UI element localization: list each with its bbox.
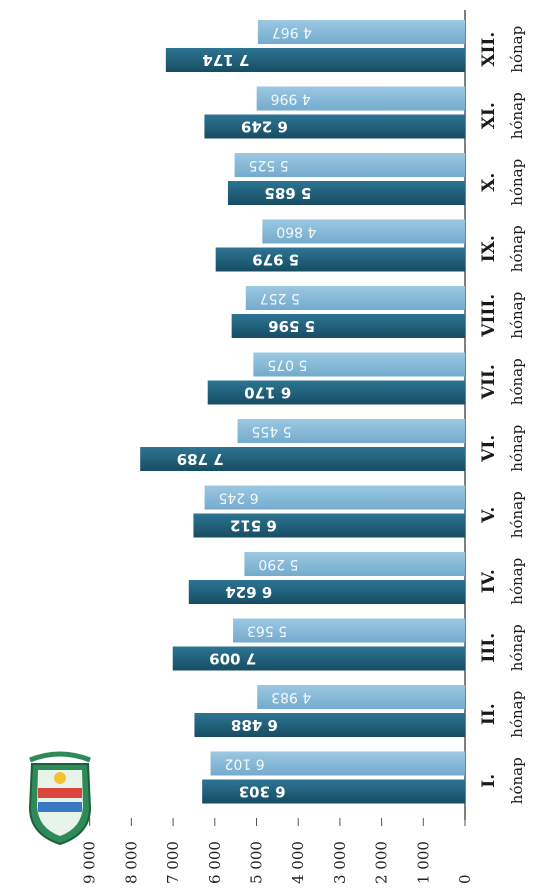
- bar-dark: [207, 380, 465, 405]
- bar-dark-value-label: 7 009: [209, 650, 256, 668]
- bar-dark: [193, 513, 466, 538]
- category-sublabel: hónap: [508, 159, 526, 206]
- value-tick-label: 1 000: [414, 841, 432, 884]
- bar-light-value-label: 4 860: [276, 224, 316, 240]
- bar-dark-value-label: 5 685: [264, 184, 311, 202]
- bar-light-value-label: 5 563: [247, 623, 287, 639]
- bar-light: [204, 485, 465, 510]
- bar-light: [262, 219, 465, 244]
- bar-dark: [172, 646, 465, 671]
- category-label: XI.: [479, 102, 499, 129]
- bar-dark-value-label: 5 979: [252, 251, 299, 269]
- bar-light-value-label: 4 967: [272, 24, 312, 40]
- bar-dark: [194, 713, 466, 737]
- bar-dark: [140, 447, 465, 471]
- bar-dark-value-label: 6 249: [241, 118, 288, 136]
- category-label: II.: [479, 703, 499, 725]
- bar-dark-value-label: 6 512: [230, 517, 277, 535]
- bars: 6 102 6 303 4 983 6 488 5 563 7 009 5 290 6 624…: [140, 20, 466, 804]
- bar-light-value-label: 4 983: [271, 689, 311, 705]
- bar-light: [233, 618, 465, 643]
- category-sublabel: hónap: [508, 425, 526, 472]
- category-label: IX.: [479, 235, 499, 262]
- category-label: V.: [479, 507, 499, 524]
- bar-light-value-label: 5 525: [249, 157, 289, 173]
- value-tick-label: 4 000: [289, 841, 307, 884]
- bar-light: [257, 685, 465, 709]
- category-axis: I. hónap II. hónap III. hónap IV. hónap V. hónap V…: [479, 26, 526, 804]
- category-sublabel: hónap: [508, 691, 526, 738]
- category-label: IV.: [479, 569, 499, 593]
- bar-dark: [202, 779, 465, 804]
- bar-dark-value-label: 6 488: [231, 716, 278, 734]
- value-axis: 0 1 000 2 000 3 000 4 000 5 000 6 000 7 000 8 00…: [81, 818, 474, 884]
- bar-light: [245, 286, 465, 310]
- bar-dark: [231, 314, 465, 338]
- category-label: III.: [479, 633, 499, 663]
- bar-dark-value-label: 5 596: [268, 317, 315, 335]
- value-tick-label: 2 000: [373, 841, 391, 884]
- category-label: VII.: [479, 364, 499, 400]
- category-sublabel: hónap: [508, 92, 526, 139]
- bar-dark-value-label: 6 303: [239, 783, 286, 801]
- value-tick-label: 9 000: [81, 841, 99, 884]
- sports-club-crest-icon: [28, 751, 92, 846]
- bar-dark-value-label: 6 624: [225, 583, 272, 601]
- bar-dark: [204, 114, 466, 139]
- bar-light-value-label: 5 455: [251, 423, 291, 439]
- category-label: VIII.: [479, 294, 499, 338]
- bar-light: [244, 552, 465, 576]
- category-label: X.: [479, 173, 499, 192]
- bar-dark: [227, 181, 465, 205]
- bar-light-value-label: 5 075: [267, 357, 307, 373]
- bar-dark-value-label: 7 789: [177, 450, 224, 468]
- category-sublabel: hónap: [508, 26, 526, 73]
- category-sublabel: hónap: [508, 225, 526, 272]
- bar-light: [210, 751, 465, 776]
- category-sublabel: hónap: [508, 358, 526, 405]
- value-tick-label: 5 000: [248, 841, 266, 884]
- value-tick-label: 0: [456, 874, 474, 884]
- value-tick-label: 8 000: [122, 841, 140, 884]
- bar-light-value-label: 4 996: [271, 91, 311, 107]
- bar-light: [237, 419, 465, 443]
- value-tick-label: 7 000: [164, 841, 182, 884]
- category-label: I.: [479, 774, 499, 788]
- category-sublabel: hónap: [508, 757, 526, 804]
- value-tick-label: 6 000: [206, 841, 224, 884]
- bar-light: [257, 20, 465, 44]
- bar-dark: [215, 247, 465, 272]
- category-sublabel: hónap: [508, 491, 526, 538]
- bar-light: [234, 153, 465, 177]
- bar-light-value-label: 6 245: [219, 490, 259, 506]
- bar-light-value-label: 6 102: [224, 756, 264, 772]
- bar-light-value-label: 5 290: [258, 556, 298, 572]
- category-sublabel: hónap: [508, 558, 526, 605]
- bar-dark: [188, 580, 465, 604]
- bar-light: [253, 352, 465, 377]
- value-tick-label: 3 000: [331, 841, 349, 884]
- bar-light: [256, 86, 465, 111]
- bar-dark: [165, 48, 466, 72]
- category-sublabel: hónap: [508, 292, 526, 339]
- category-label: XII.: [479, 32, 499, 67]
- category-label: VI.: [479, 435, 499, 463]
- bar-dark-value-label: 6 170: [244, 384, 291, 402]
- bar-dark-value-label: 7 174: [202, 51, 249, 69]
- category-sublabel: hónap: [508, 624, 526, 671]
- bar-light-value-label: 5 257: [260, 290, 300, 306]
